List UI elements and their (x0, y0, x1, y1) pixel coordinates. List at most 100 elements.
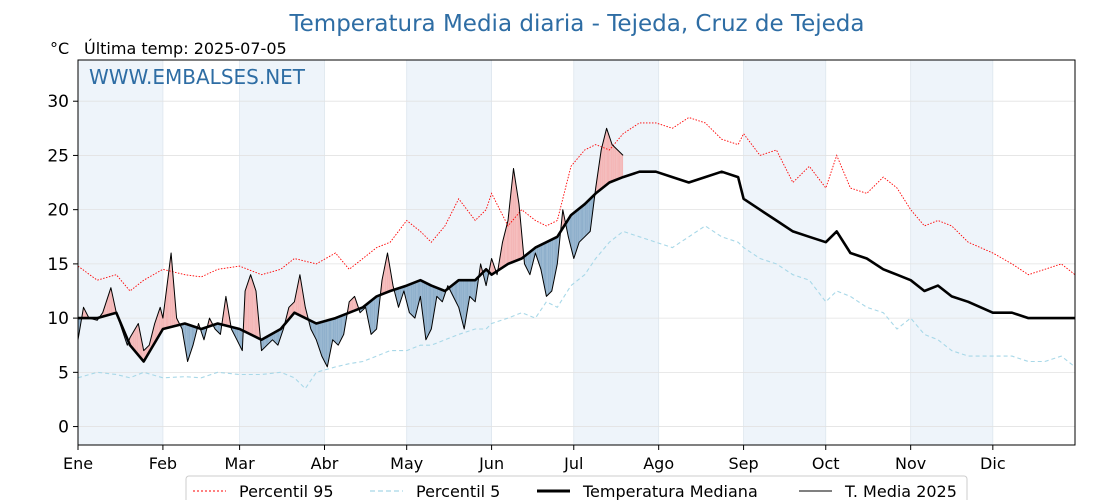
above-median-fill (616, 148, 618, 180)
above-median-fill (109, 287, 111, 315)
below-median-fill (577, 208, 580, 247)
above-median-fill (602, 139, 604, 188)
below-median-fill (440, 289, 443, 302)
below-median-fill (332, 318, 335, 342)
below-median-fill (265, 336, 267, 347)
above-median-fill (517, 195, 519, 261)
below-median-fill (588, 198, 591, 233)
above-median-fill (350, 299, 352, 313)
below-median-fill (538, 245, 540, 266)
below-median-fill (572, 212, 574, 259)
above-median-fill (353, 296, 355, 312)
above-median-fill (132, 330, 135, 351)
below-median-fill (571, 214, 573, 254)
above-median-fill (390, 269, 392, 291)
below-median-fill (553, 238, 555, 285)
above-median-fill (154, 319, 157, 343)
below-median-fill (542, 243, 544, 283)
above-median-fill (505, 225, 507, 266)
above-median-fill (247, 278, 250, 334)
below-median-fill (320, 321, 322, 357)
last-temp-label: Última temp: 2025-07-05 (84, 39, 287, 58)
p5-line (77, 225, 1076, 390)
above-median-fill (506, 220, 509, 265)
y-tick-label: 15 (47, 255, 69, 275)
above-median-fill (562, 209, 565, 229)
below-median-fill (334, 318, 336, 343)
below-median-fill (312, 321, 314, 335)
month-band (910, 60, 993, 445)
below-median-fill (416, 281, 418, 313)
above-median-fill (294, 295, 296, 314)
above-median-fill (227, 304, 229, 327)
above-median-fill (168, 263, 170, 328)
below-median-fill (454, 282, 456, 302)
below-median-fill (273, 332, 276, 343)
below-median-fill (188, 324, 191, 358)
below-median-fill (579, 207, 581, 243)
below-median-fill (583, 204, 585, 239)
month-band (78, 60, 163, 445)
below-median-fill (319, 322, 321, 353)
below-median-fill (428, 284, 430, 335)
below-median-fill (236, 328, 239, 343)
below-median-fill (464, 280, 466, 329)
month-band (573, 60, 659, 445)
below-median-fill (239, 328, 241, 348)
above-median-fill (290, 304, 292, 318)
above-median-fill (246, 282, 248, 334)
above-median-fill (209, 318, 211, 327)
above-median-fill (131, 332, 133, 349)
above-median-fill (513, 168, 515, 262)
below-median-fill (472, 280, 474, 301)
below-median-fill (549, 240, 551, 294)
below-median-fill (325, 320, 328, 367)
y-tick-label: 25 (47, 146, 69, 166)
y-axis-ticks: 0 5 10 15 20 25 30 (47, 92, 78, 438)
below-median-fill (217, 323, 220, 334)
above-median-fill (160, 307, 162, 334)
month-band (239, 60, 325, 445)
below-median-fill (340, 315, 343, 340)
above-median-fill (108, 291, 110, 316)
below-median-fill (580, 206, 582, 241)
above-median-fill (299, 274, 302, 317)
above-median-fill (607, 132, 610, 184)
above-median-fill (176, 318, 178, 326)
watermark: WWW.EMBALSES.NET (89, 65, 306, 89)
below-median-fill (540, 244, 543, 277)
above-median-fill (349, 300, 351, 313)
below-median-fill (429, 284, 432, 332)
month-band (406, 60, 492, 445)
legend-label-p5: Percentil 5 (416, 482, 500, 500)
x-tick-label: Ago (643, 454, 674, 473)
above-median-fill (617, 150, 619, 180)
above-median-fill (512, 168, 514, 263)
below-median-fill (575, 210, 577, 255)
below-median-fill (317, 322, 320, 348)
below-median-fill (323, 321, 325, 362)
below-median-fill (316, 323, 318, 344)
above-median-fill (351, 297, 354, 312)
below-median-fill (431, 285, 433, 329)
below-median-fill (408, 284, 410, 313)
below-median-fill (375, 296, 377, 331)
above-median-fill (492, 262, 495, 274)
below-median-fill (262, 338, 265, 350)
above-median-fill (136, 323, 139, 355)
x-axis-ticks: Ene Feb Mar Abr May Jun Jul Ago Sep Oct Nov Dic (63, 445, 1006, 473)
below-median-fill (372, 298, 374, 334)
legend-label-median: Temperatura Mediana (582, 482, 758, 500)
below-median-fill (268, 335, 270, 344)
below-median-fill (369, 300, 372, 335)
legend-label-p95: Percentil 95 (239, 482, 334, 500)
below-median-fill (581, 205, 584, 240)
below-median-fill (438, 288, 440, 300)
below-median-fill (554, 237, 556, 278)
above-median-fill (135, 325, 137, 354)
median-line (78, 170, 1075, 363)
below-median-fill (453, 283, 455, 300)
below-median-fill (338, 316, 340, 346)
below-median-fill (543, 242, 546, 290)
